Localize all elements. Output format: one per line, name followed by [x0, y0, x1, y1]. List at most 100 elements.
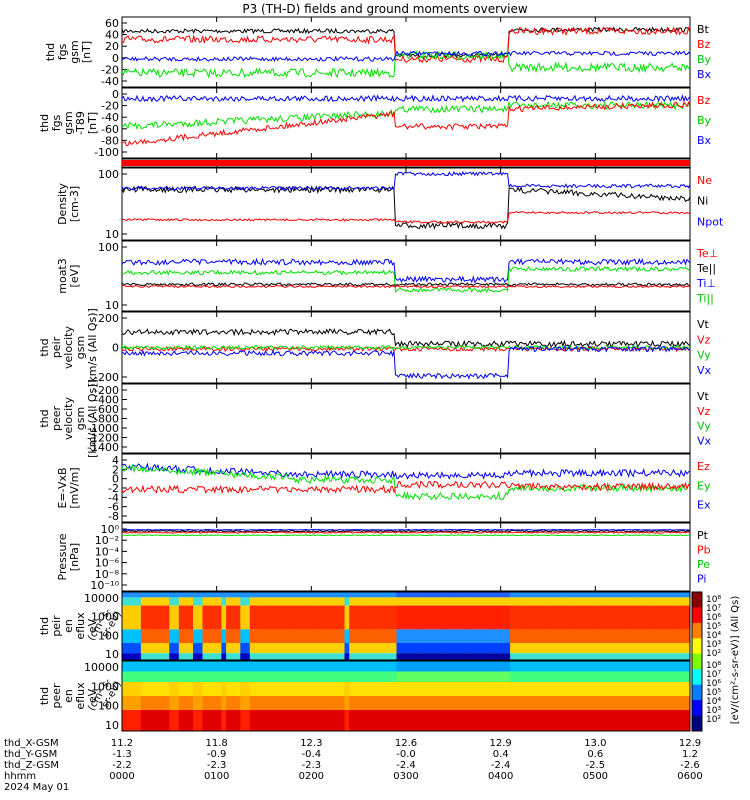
peer-spectrogram-cell — [145, 671, 151, 682]
peir-spectrogram-cell — [604, 643, 610, 654]
peir-spectrogram-cell — [193, 629, 199, 643]
peir-spectrogram-cell — [439, 629, 445, 643]
peir-spectrogram-cell — [661, 592, 667, 598]
peir-spectrogram-cell — [543, 605, 549, 630]
peer-spectrogram-cell — [339, 661, 345, 672]
x-axis-value: 0400 — [488, 771, 513, 782]
peer-spectrogram-cell — [675, 710, 681, 731]
peir-spectrogram-cell — [675, 592, 681, 598]
x-axis-value: -2.6 — [680, 760, 700, 771]
x-axis-value: 13.0 — [584, 738, 606, 749]
peir-spectrogram-cell — [306, 629, 312, 643]
peir-spectrogram-cell — [339, 643, 345, 654]
peer-spectrogram-cell — [604, 710, 610, 731]
x-axis-value: 0100 — [204, 771, 229, 782]
peir-spectrogram-cell — [306, 643, 312, 654]
peir-spectrogram-cell — [647, 605, 653, 630]
peer-spectrogram-cell — [533, 671, 539, 682]
peir-spectrogram-cell — [174, 592, 180, 598]
peer-spectrogram-cell — [429, 696, 435, 710]
peir-spectrogram-cell — [619, 653, 625, 660]
peir-spectrogram-cell — [514, 605, 521, 630]
peir-spectrogram-cell — [595, 605, 601, 630]
peer-spectrogram-cell — [477, 696, 483, 710]
peer-spectrogram-cell — [448, 682, 454, 696]
peir-spectrogram-cell — [188, 592, 194, 598]
peer-spectrogram-cell — [467, 682, 473, 696]
peir-spectrogram-cell — [372, 597, 379, 606]
peer-spectrogram-cell — [685, 671, 691, 682]
peer-spectrogram-cell — [505, 696, 511, 710]
peir-spectrogram-cell — [339, 597, 345, 606]
x-axis-value: -2.2 — [112, 760, 132, 771]
peer-spectrogram-cell — [524, 682, 530, 696]
peer-spectrogram-cell — [202, 682, 208, 696]
peir-spectrogram-cell — [273, 605, 279, 630]
peer-spectrogram-cell — [604, 671, 610, 682]
peir-spectrogram-cell — [467, 629, 473, 643]
peir-spectrogram-cell — [533, 653, 539, 660]
peir-spectrogram-cell — [524, 643, 530, 654]
peer-spectrogram-cell — [439, 661, 445, 672]
peir-spectrogram-cell — [391, 592, 397, 598]
peir-spectrogram-cell — [230, 629, 237, 643]
peer-spectrogram-cell — [287, 671, 293, 682]
peir-spectrogram-cell — [282, 653, 289, 660]
te-perp-trace — [122, 284, 691, 289]
peer-spectrogram-cell — [486, 696, 492, 710]
peer-spectrogram-cell — [637, 696, 644, 710]
peir-spectrogram-cell — [358, 605, 364, 630]
peer-spectrogram-cell — [164, 710, 170, 731]
y-tick-label: 0 — [112, 52, 119, 65]
peir-spectrogram-cell — [344, 629, 350, 643]
peer-spectrogram-cell — [548, 710, 554, 731]
peir-spectrogram-cell — [420, 605, 426, 630]
peir-spectrogram-cell — [155, 597, 161, 606]
peir-spectrogram-cell — [566, 605, 573, 630]
peir-spectrogram-cell — [273, 629, 279, 643]
peir-spectrogram-cell — [282, 597, 289, 606]
peir-spectrogram-cell — [652, 629, 658, 643]
peir-spectrogram-cell — [282, 629, 289, 643]
peir-spectrogram-cell — [368, 653, 374, 660]
peer-spectrogram-cell — [609, 661, 615, 672]
peir-spectrogram-cell — [604, 597, 610, 606]
peir-spectrogram-cell — [301, 597, 308, 606]
colorbar-frame — [691, 591, 703, 732]
y-tick-label: 60 — [105, 17, 119, 30]
peer-spectrogram-cell — [221, 696, 227, 710]
peir-spectrogram-cell — [652, 605, 658, 630]
y-axis-label-line: [cm-3] — [68, 186, 81, 222]
peir-spectrogram-cell — [661, 597, 667, 606]
peir-spectrogram-cell — [628, 629, 634, 643]
ti-par-trace — [121, 265, 691, 294]
peir-spectrogram-cell — [230, 605, 237, 630]
peir-spectrogram-cell — [221, 605, 227, 630]
peer-spectrogram-cell — [429, 682, 435, 696]
x-axis-value: -2.5 — [586, 760, 606, 771]
peir-spectrogram-cell — [287, 629, 293, 643]
peir-spectrogram-cell — [207, 643, 213, 654]
peer-spectrogram-cell — [406, 661, 412, 672]
peer-spectrogram-cell — [273, 710, 279, 731]
peir-spectrogram-cell — [429, 629, 435, 643]
y-axis-label-line: fgs — [56, 43, 69, 60]
peir-spectrogram-cell — [387, 605, 393, 630]
peir-spectrogram-cell — [287, 592, 293, 598]
peir-spectrogram-cell — [453, 653, 459, 660]
peir-spectrogram-cell — [462, 629, 468, 643]
peer-spectrogram-cell — [140, 682, 147, 696]
peer-spectrogram-cell — [467, 696, 473, 710]
peer-spectrogram-cell — [585, 682, 592, 696]
peir-spectrogram-cell — [406, 597, 412, 606]
peir-spectrogram-cell — [264, 592, 270, 598]
peer-spectrogram-cell — [486, 661, 492, 672]
peir-spectrogram-cell — [126, 643, 132, 654]
peer-spectrogram-cell — [467, 661, 473, 672]
peer-spectrogram-cell — [585, 710, 592, 731]
peir-spectrogram-cell — [193, 653, 199, 660]
peir-spectrogram-cell — [671, 592, 677, 598]
peir-spectrogram-cell — [145, 605, 151, 630]
peer-spectrogram-cell — [193, 682, 199, 696]
peer-spectrogram-cell — [453, 682, 459, 696]
